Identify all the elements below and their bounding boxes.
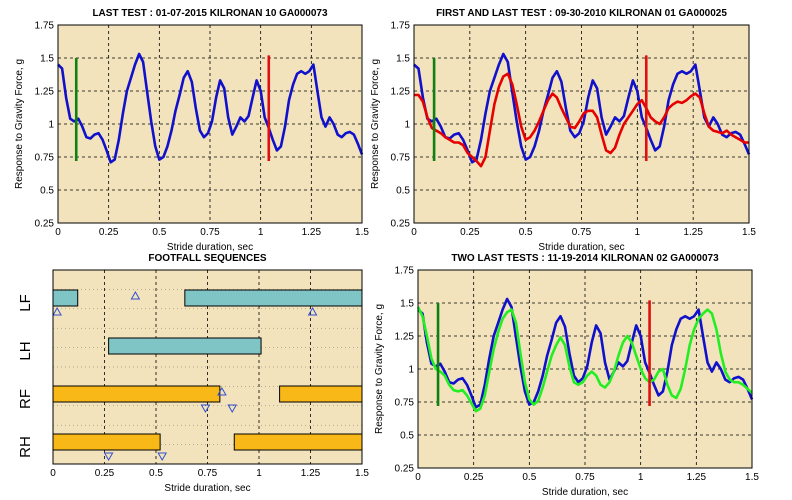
chart-title: FIRST AND LAST TEST : 09-30-2010 KILRONA… [436, 8, 727, 19]
x-axis-label: Stride duration, sec [167, 242, 253, 253]
footfall-marker-up [217, 386, 227, 396]
footfall-marker-up [307, 306, 318, 316]
footfall-bar-lh [108, 337, 262, 355]
y-tick-label: 1 [48, 120, 54, 131]
x-tick-label: 1 [635, 227, 641, 238]
x-tick-label: 1.5 [355, 227, 369, 238]
footfall-bar-rf [279, 385, 363, 403]
x-tick-label: 1.5 [742, 227, 756, 238]
x-tick-label: 0.75 [572, 227, 592, 238]
x-tick-label: 0.25 [99, 227, 119, 238]
series-line-two_last_test [416, 306, 753, 413]
x-axis-label: Stride duration, sec [164, 483, 250, 494]
plot-frame [417, 269, 753, 469]
x-tick-label: 1.25 [683, 227, 703, 238]
x-tick-label: 0.5 [149, 468, 163, 479]
chart-title: FOOTFALL SEQUENCES [148, 253, 266, 264]
plot-frame [52, 269, 363, 465]
x-tick-label: 0.25 [460, 227, 480, 238]
series-line-last_test [417, 297, 754, 409]
footfall-bar-rh [52, 433, 161, 451]
y-axis-label: Response to Gravity Force, g [370, 59, 381, 189]
x-tick-label: 0.75 [198, 468, 218, 479]
series-line-first_test [414, 72, 749, 168]
y-tick-label: 1.75 [395, 266, 415, 277]
x-tick-label: 0 [411, 227, 417, 238]
y-tick-label: 1.75 [391, 21, 411, 32]
panel-footfall-sequences: 0 0.25 0.5 0.75 1 1.25 1.5 LF LH RF RH Stride durat… [17, 253, 369, 494]
y-tick-label: 1.25 [395, 332, 415, 343]
lane-label-lh: LH [17, 341, 34, 360]
x-tick-label: 1 [256, 468, 262, 479]
chart-title: LAST TEST : 01-07-2015 KILRONAN 10 GA000… [92, 8, 328, 19]
y-tick-label: 0.25 [35, 219, 55, 230]
panel-two-last-tests: 0 0.25 0.5 0.75 1 1.25 1.50.250.50.7511.251.51… [374, 253, 759, 498]
y-tick-label: 0.5 [396, 186, 410, 197]
x-tick-label: 0 [55, 227, 61, 238]
x-tick-label: 0 [415, 472, 421, 483]
y-tick-label: 0.75 [391, 153, 411, 164]
y-tick-label: 1.5 [400, 299, 414, 310]
y-tick-label: 1.25 [391, 87, 411, 98]
y-tick-label: 1.5 [40, 54, 54, 65]
x-tick-label: 1.25 [301, 468, 321, 479]
x-tick-label: 0.75 [200, 227, 220, 238]
footfall-marker-down [227, 404, 238, 414]
series-line-last_test [57, 52, 364, 164]
x-axis-label: Stride duration, sec [538, 242, 624, 253]
footfall-bar-lf [52, 289, 79, 307]
y-tick-label: 0.5 [40, 186, 54, 197]
panel-first-last-test: 0 0.25 0.5 0.75 1 1.25 1.50.250.50.7511.251.51… [370, 8, 756, 253]
x-tick-label: 0.25 [95, 468, 115, 479]
plot-frame [57, 24, 363, 224]
y-tick-label: 1.75 [35, 21, 55, 32]
x-tick-label: 0.75 [575, 472, 595, 483]
footfall-marker-down [103, 452, 114, 462]
y-tick-label: 1.5 [396, 54, 410, 65]
x-tick-label: 1.25 [687, 472, 707, 483]
x-axis-label: Stride duration, sec [542, 487, 628, 498]
x-tick-label: 0.25 [464, 472, 484, 483]
y-axis-label: Response to Gravity Force, g [374, 304, 385, 434]
y-tick-label: 1.25 [35, 87, 55, 98]
x-tick-label: 1.5 [745, 472, 759, 483]
footfall-bar-lf [184, 289, 363, 307]
footfall-bar-rf [52, 385, 221, 403]
x-tick-label: 1.5 [355, 468, 369, 479]
y-tick-label: 0.75 [35, 153, 55, 164]
chart-title: TWO LAST TESTS : 11-19-2014 KILRONAN 02 … [451, 253, 719, 264]
lane-label-lf: LF [17, 294, 34, 312]
y-tick-label: 0.25 [395, 464, 415, 475]
y-tick-label: 0.5 [400, 431, 414, 442]
lane-label-rf: RF [17, 389, 34, 409]
footfall-marker-down [157, 452, 168, 462]
footfall-bar-rh [233, 433, 363, 451]
x-tick-label: 0.5 [152, 227, 166, 238]
footfall-marker-up [130, 290, 141, 300]
y-tick-label: 1 [404, 120, 410, 131]
footfall-marker-up [52, 306, 62, 316]
y-axis-label: Response to Gravity Force, g [14, 59, 25, 189]
plot-frame [413, 24, 750, 224]
x-tick-label: 0.5 [519, 227, 533, 238]
x-tick-label: 0.5 [522, 472, 536, 483]
x-tick-label: 1 [258, 227, 264, 238]
y-tick-label: 0.75 [395, 398, 415, 409]
lane-label-rh: RH [17, 436, 34, 458]
x-tick-label: 1 [638, 472, 644, 483]
footfall-marker-down [200, 404, 211, 414]
y-tick-label: 1 [408, 365, 414, 376]
x-tick-label: 1.25 [302, 227, 322, 238]
y-tick-label: 0.25 [391, 219, 411, 230]
x-tick-label: 0 [50, 468, 56, 479]
panel-last-test: 0 0.25 0.5 0.75 1 1.25 1.50.250.50.7511.251.51… [14, 8, 369, 253]
